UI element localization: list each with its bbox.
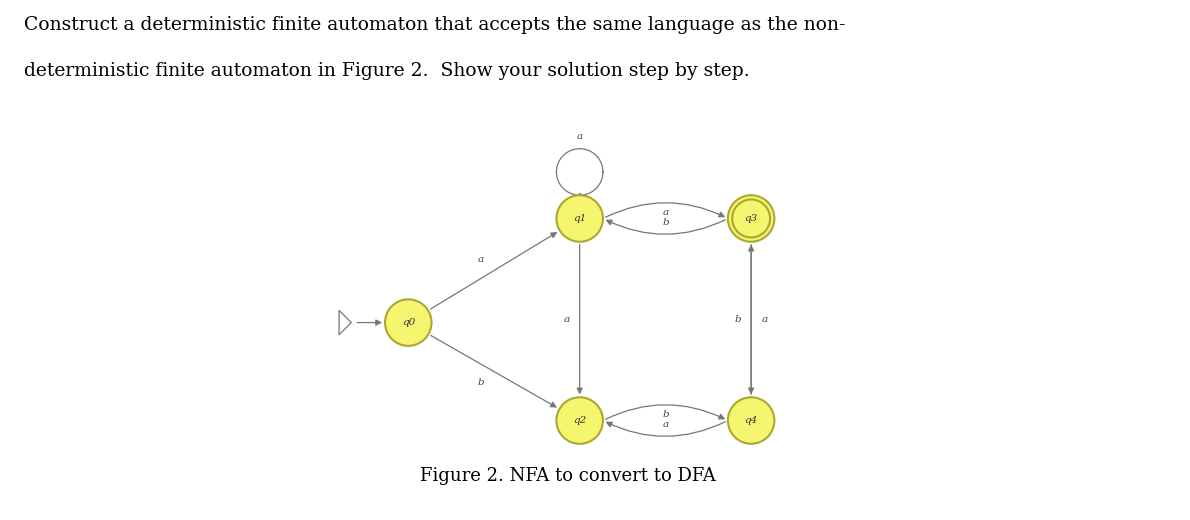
Text: a: a	[762, 315, 768, 324]
Text: q0: q0	[402, 318, 415, 327]
Circle shape	[728, 195, 775, 242]
Circle shape	[557, 397, 603, 444]
Text: q1: q1	[574, 214, 587, 223]
Text: b: b	[662, 218, 669, 227]
Text: deterministic finite automaton in Figure 2.  Show your solution step by step.: deterministic finite automaton in Figure…	[24, 62, 750, 81]
Text: Figure 2. NFA to convert to DFA: Figure 2. NFA to convert to DFA	[420, 467, 715, 485]
Text: a: a	[663, 208, 669, 217]
Circle shape	[728, 397, 775, 444]
Text: a: a	[577, 132, 583, 141]
Text: q3: q3	[745, 214, 758, 223]
Text: a: a	[663, 420, 669, 430]
Circle shape	[557, 195, 603, 242]
Text: Construct a deterministic finite automaton that accepts the same language as the: Construct a deterministic finite automat…	[24, 16, 845, 34]
Text: q2: q2	[574, 416, 587, 425]
Text: q4: q4	[745, 416, 758, 425]
Text: b: b	[662, 410, 669, 419]
Text: a: a	[477, 255, 483, 264]
Circle shape	[386, 300, 432, 346]
Text: b: b	[734, 315, 741, 324]
Text: b: b	[477, 378, 484, 387]
Text: a: a	[563, 315, 569, 324]
